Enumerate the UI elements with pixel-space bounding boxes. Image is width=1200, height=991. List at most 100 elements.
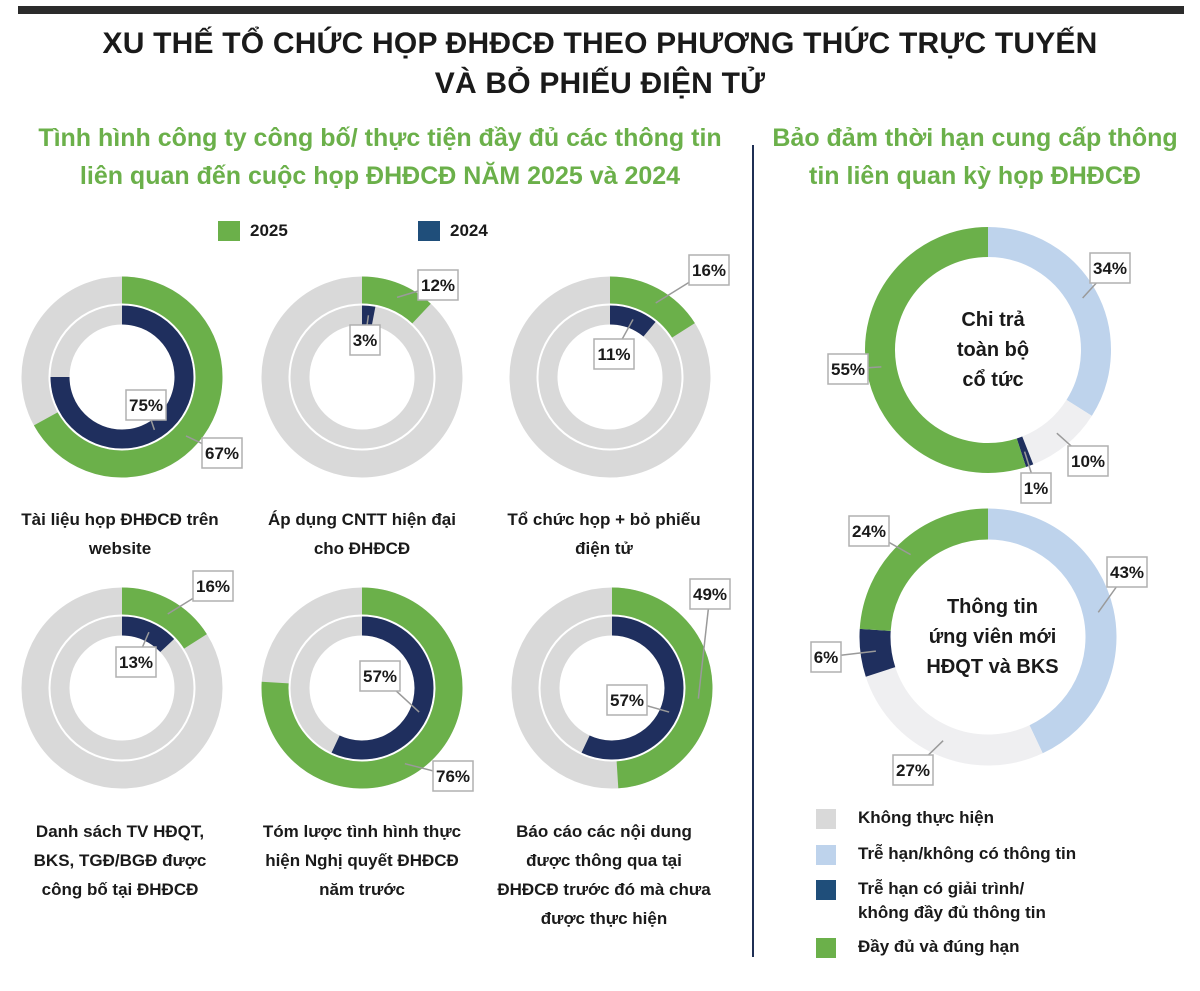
chart-label-line: năm trước: [319, 880, 405, 899]
chart-label-unimplemented-report: Báo cáo các nội dung được thông qua tại …: [484, 817, 724, 933]
center-label-line: HĐQT và BKS: [926, 656, 1059, 678]
legend-label-late-explained: Trễ hạn có giải trình/: [858, 879, 1025, 898]
slice-label-box: [1067, 445, 1109, 477]
page-title-line-1: XU THẾ TỔ CHỨC HỌP ĐHĐCĐ THEO PHƯƠNG THỨ…: [102, 27, 1098, 60]
slice-label-box: [848, 515, 890, 547]
donut-center-candidates: Thông tin ứng viên mới HĐQT và BKS: [895, 592, 1090, 682]
slice-arc: [859, 628, 896, 677]
chart-label-line: cho ĐHĐCĐ: [313, 539, 411, 558]
center-label-line: ứng viên mới: [928, 626, 1057, 648]
data-label-2025-leader: [697, 593, 711, 699]
legend-item-2025: 2025: [218, 219, 338, 243]
slice-arc: [1016, 436, 1034, 467]
slice-label: 24%: [852, 522, 886, 541]
chart-label-website-docs: Tài liệu họp ĐHĐCĐ trên website: [0, 505, 240, 563]
slice-label-box: [1020, 472, 1052, 504]
chart-label-line: BKS, TGĐ/BGĐ được: [33, 851, 207, 870]
data-label-2025: 12%: [421, 276, 455, 295]
chart-label-line: Tổ chức họp + bỏ phiếu: [507, 510, 701, 529]
right-section-title-line-2: tin liên quan kỳ họp ĐHĐCĐ: [809, 162, 1141, 190]
series-2025-arc: [33, 276, 223, 478]
chart-label-line: Danh sách TV HĐQT,: [35, 822, 205, 841]
left-section-title-line-1: Tình hình công ty công bố/ thực tiện đầy…: [38, 124, 722, 152]
data-label-2024: 11%: [597, 345, 630, 364]
slice-label: 10%: [1071, 452, 1105, 471]
legend-swatch-late-no-info: [816, 845, 836, 865]
ring-inner-track: [538, 305, 682, 449]
right-section-title-line-1: Bảo đảm thời hạn cung cấp thông: [772, 124, 1178, 152]
left-section-title-line-2: liên quan đến cuộc họp ĐHĐCĐ NĂM 2025 và…: [79, 162, 681, 190]
right-section-title: Bảo đảm thời hạn cung cấp thông tin liên…: [760, 119, 1190, 195]
legend-item-late-no-info: Trễ hạn/không có thông tin: [816, 841, 1176, 871]
series-2024-arc: [50, 305, 194, 449]
chart-label-resolution-summary: Tóm lược tình hình thực hiện Nghị quyết …: [242, 817, 482, 904]
page-title-line-2: VÀ BỎ PHIẾU ĐIỆN TỬ: [434, 67, 766, 100]
slice-label: 6%: [814, 648, 839, 667]
data-label-2025: 67%: [205, 444, 239, 463]
data-label-2025: 76%: [436, 767, 470, 786]
slice-label-box: [827, 353, 869, 385]
chart-label-line: Tài liệu họp ĐHĐCĐ trên: [21, 510, 219, 529]
center-label-line: cổ tức: [962, 369, 1024, 391]
chart-label-line: ĐHĐCĐ trước đó mà chưa: [497, 880, 711, 899]
legend-item-not-done: Không thực hiện: [816, 805, 1176, 835]
data-label-2025-box: [689, 578, 731, 610]
legend-item-late-explained: Trễ hạn có giải trình/ không đầy đủ thôn…: [816, 876, 1176, 928]
slice-label-box: [892, 754, 934, 786]
chart-label-line: được thực hiện: [540, 909, 668, 928]
slice-label-box: [1089, 252, 1131, 284]
slice-label: 55%: [831, 360, 865, 379]
slice-arc: [987, 227, 1111, 416]
series-2025-arc: [121, 587, 207, 650]
data-label-2025-box: [432, 760, 474, 792]
chart-label-board-list: Danh sách TV HĐQT, BKS, TGĐ/BGĐ được côn…: [0, 817, 240, 904]
slice-label: 43%: [1110, 563, 1144, 582]
legend-label-late-no-info: Trễ hạn/không có thông tin: [858, 844, 1077, 863]
left-section-title: Tình hình công ty công bố/ thực tiện đầy…: [10, 119, 750, 195]
legend-label-2025: 2025: [250, 221, 288, 240]
data-label-2025-box: [192, 570, 234, 602]
data-label-2024: 3%: [353, 331, 378, 350]
data-label-2024: 57%: [610, 691, 644, 710]
slice-arc: [1021, 399, 1092, 465]
series-2025-arc: [609, 276, 695, 339]
legend-swatch-late-explained: [816, 880, 836, 900]
chart-label-line: điện tử: [575, 539, 633, 558]
data-label-2024-box: [115, 646, 157, 678]
center-label-line: Chi trả: [961, 309, 1025, 331]
slice-label: 1%: [1024, 479, 1049, 498]
legend-label-not-done: Không thực hiện: [858, 808, 995, 827]
legend-item-on-time: Đầy đủ và đúng hạn: [816, 934, 1176, 964]
slice-arc: [865, 666, 1043, 766]
series-2025-arc: [261, 587, 463, 789]
data-label-2024: 57%: [363, 667, 397, 686]
data-label-2024-box: [359, 660, 401, 692]
legend-swatch-not-done: [816, 809, 836, 829]
series-2024-arc: [331, 616, 434, 760]
chart-label-line: được thông qua tại: [526, 851, 682, 870]
legend-swatch-on-time: [816, 938, 836, 958]
data-label-2024: 75%: [129, 396, 163, 415]
legend-item-2024: 2024: [418, 219, 538, 243]
slice-label-box: [810, 641, 842, 673]
data-label-2025-box: [688, 254, 730, 286]
legend-label-late-explained-2: không đầy đủ thông tin: [858, 903, 1046, 922]
chart-label-e-voting: Tổ chức họp + bỏ phiếu điện tử: [484, 505, 724, 563]
donut-center-dividend: Chi trả toàn bộ cổ tức: [903, 305, 1083, 395]
legend-label-on-time: Đầy đủ và đúng hạn: [858, 937, 1020, 956]
data-label-2024: 13%: [119, 653, 153, 672]
series-2024-arc: [609, 305, 656, 337]
data-label-2024-box: [349, 324, 381, 356]
slice-label: 27%: [896, 761, 930, 780]
top-rule: [18, 6, 1184, 14]
chart-label-line: Áp dụng CNTT hiện đại: [268, 510, 456, 529]
data-label-2025: 16%: [196, 577, 230, 596]
center-label-line: Thông tin: [946, 596, 1039, 618]
section-divider: [752, 145, 754, 957]
legend-label-2024: 2024: [450, 221, 488, 240]
chart-label-line: Tóm lược tình hình thực: [262, 822, 462, 841]
chart-label-line: Báo cáo các nội dung: [516, 822, 692, 841]
chart-label-line: công bố tại ĐHĐCĐ: [41, 880, 199, 899]
series-2024-arc: [581, 616, 684, 760]
